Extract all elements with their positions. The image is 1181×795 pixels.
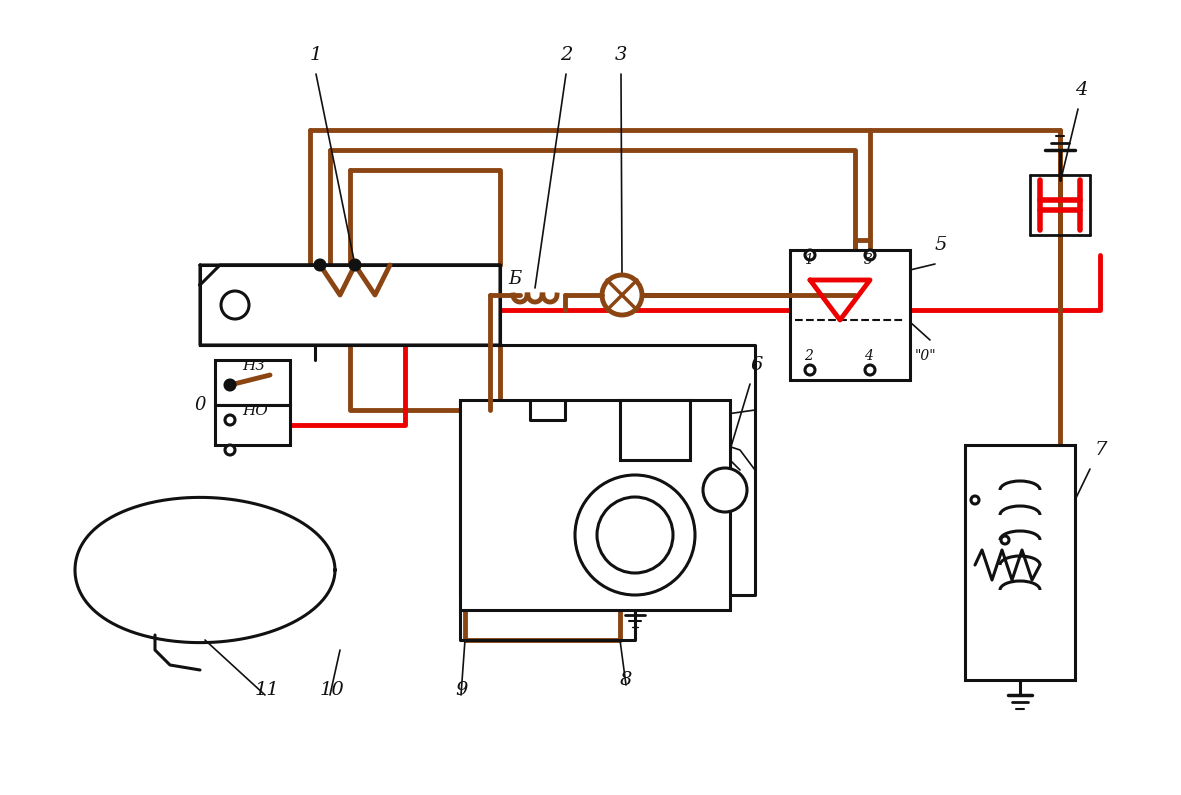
Text: 3: 3: [864, 253, 873, 267]
Circle shape: [350, 260, 360, 270]
Bar: [620, 400, 690, 460]
Text: 2: 2: [804, 349, 813, 363]
Text: 2: 2: [560, 46, 573, 64]
Circle shape: [602, 275, 642, 315]
Text: 4: 4: [864, 349, 873, 363]
Circle shape: [1001, 536, 1009, 544]
Bar: [965, 445, 1075, 680]
Text: 5: 5: [935, 236, 947, 254]
Circle shape: [864, 365, 875, 375]
Circle shape: [226, 445, 235, 455]
Polygon shape: [200, 265, 500, 345]
Text: 9: 9: [455, 681, 468, 699]
Text: 0: 0: [194, 396, 205, 414]
Circle shape: [805, 250, 815, 260]
Circle shape: [221, 291, 249, 319]
Bar: [461, 400, 730, 610]
Text: 8: 8: [620, 671, 632, 689]
Text: 1: 1: [309, 46, 322, 64]
Text: Б: Б: [508, 270, 521, 288]
Bar: [215, 405, 291, 445]
Circle shape: [575, 475, 694, 595]
Bar: [790, 250, 911, 380]
Bar: [200, 265, 500, 345]
Polygon shape: [810, 280, 870, 320]
Circle shape: [315, 260, 325, 270]
Circle shape: [805, 365, 815, 375]
Circle shape: [226, 380, 235, 390]
Text: "0": "0": [915, 349, 937, 363]
Text: 6: 6: [750, 356, 763, 374]
Text: 4: 4: [1075, 81, 1088, 99]
Bar: [200, 265, 500, 345]
Circle shape: [971, 496, 979, 504]
Text: НО: НО: [242, 404, 268, 418]
Bar: [215, 360, 291, 405]
Circle shape: [864, 250, 875, 260]
Text: 3: 3: [615, 46, 627, 64]
Text: НЗ: НЗ: [242, 359, 265, 373]
Circle shape: [703, 468, 748, 512]
Circle shape: [226, 415, 235, 425]
Text: 11: 11: [255, 681, 280, 699]
Text: 7: 7: [1095, 441, 1108, 459]
Text: 1: 1: [804, 253, 813, 267]
Text: 10: 10: [320, 681, 345, 699]
Circle shape: [598, 497, 673, 573]
